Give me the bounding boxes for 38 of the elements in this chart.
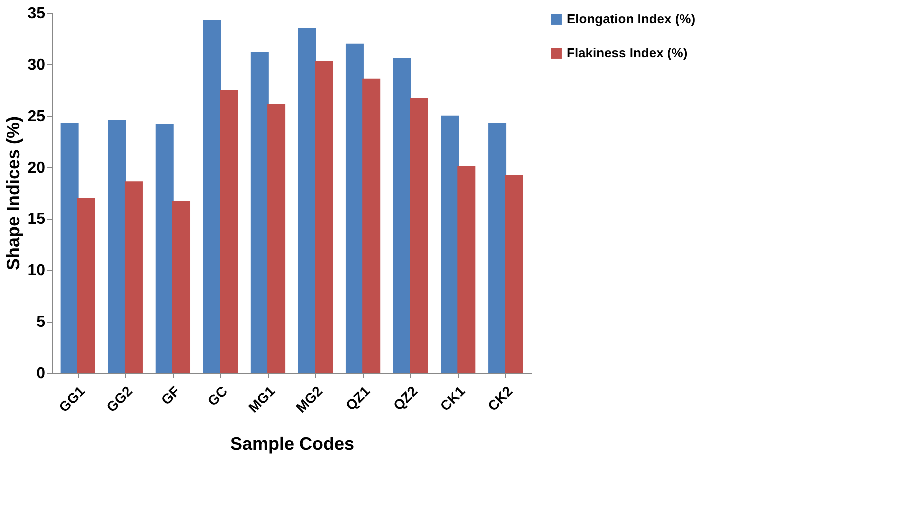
x-tick-label: GF bbox=[158, 382, 184, 408]
bar bbox=[362, 78, 381, 373]
bar bbox=[172, 201, 191, 373]
bar bbox=[108, 120, 126, 373]
y-tick-label: 25 bbox=[28, 108, 46, 126]
x-tick-label: QZ2 bbox=[390, 382, 421, 414]
y-tick-label: 20 bbox=[28, 160, 46, 177]
bar bbox=[410, 98, 428, 373]
bar bbox=[203, 20, 222, 373]
y-tick-label: 0 bbox=[36, 366, 46, 382]
bar bbox=[220, 90, 238, 373]
y-tick-label: 10 bbox=[28, 262, 46, 280]
y-axis-title: Shape Indices (%) bbox=[4, 116, 24, 271]
y-tick-label: 5 bbox=[36, 314, 46, 332]
bar bbox=[298, 28, 316, 373]
x-axis-title: Sample Codes bbox=[230, 434, 355, 454]
legend-label: Flakiness Index (%) bbox=[567, 46, 688, 60]
bar bbox=[156, 124, 174, 373]
bar bbox=[505, 176, 524, 373]
bar bbox=[124, 182, 143, 373]
bar bbox=[441, 116, 460, 373]
y-tick-label: 30 bbox=[28, 56, 46, 74]
y-tick-label: 35 bbox=[28, 6, 46, 22]
bar bbox=[346, 44, 364, 373]
bar bbox=[393, 58, 412, 373]
x-tick-label: QZ1 bbox=[342, 382, 374, 414]
bar bbox=[268, 104, 286, 373]
x-tick-label: CK2 bbox=[484, 382, 516, 414]
x-tick-label: CK1 bbox=[437, 382, 468, 414]
bar bbox=[315, 61, 334, 373]
bar bbox=[488, 123, 507, 373]
legend-label: Elongation Index (%) bbox=[567, 12, 696, 26]
y-tick-label: 15 bbox=[28, 211, 46, 228]
bar bbox=[250, 52, 269, 373]
bar bbox=[77, 198, 96, 373]
bar bbox=[458, 166, 476, 373]
x-tick-label: GC bbox=[204, 383, 231, 410]
bar bbox=[60, 123, 79, 373]
